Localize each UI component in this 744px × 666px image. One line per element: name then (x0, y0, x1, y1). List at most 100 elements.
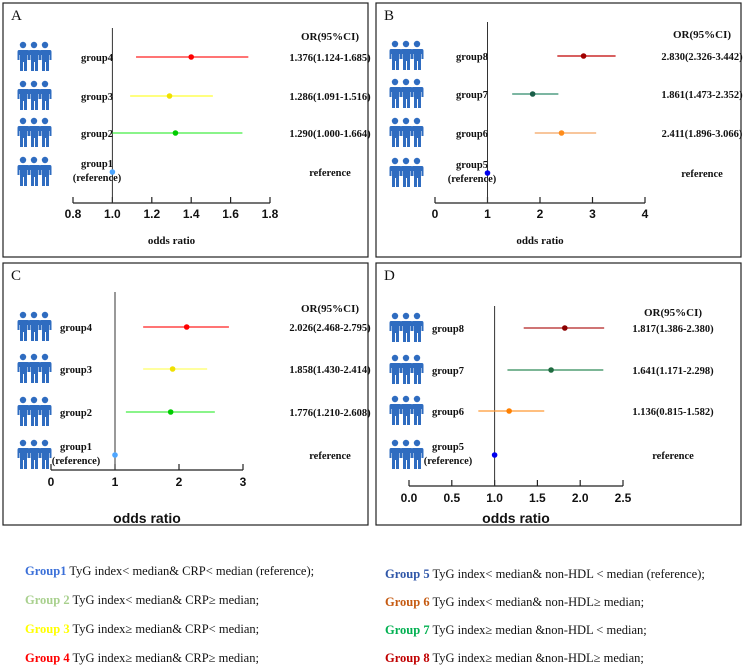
person-head (30, 156, 38, 164)
person-head (30, 80, 38, 88)
legend-item: Group1 TyG index< median& CRP< median (r… (25, 564, 314, 579)
person-body (17, 405, 30, 426)
x-axis-label: odds ratio (113, 510, 181, 526)
row-sublabel: (reference) (73, 173, 122, 184)
or-ci-value: 2.026(2.468-2.795) (289, 323, 371, 334)
people-group-icon (389, 40, 424, 70)
legend-text: TyG index< median& non-HDL≥ median; (429, 595, 645, 609)
legend-group: Group 6 (385, 595, 430, 609)
person-body (389, 87, 402, 108)
people-group-icon (17, 311, 52, 341)
people-group-icon (17, 439, 52, 469)
person-head (413, 117, 421, 125)
person-head (391, 354, 399, 362)
or-ci-value: 1.858(1.430-2.414) (289, 365, 371, 376)
row-label: group5 (432, 442, 464, 453)
person-body (39, 405, 52, 426)
person-head (30, 396, 38, 404)
person-body (28, 50, 41, 71)
legend-group: Group 7 (385, 623, 430, 637)
or-ci-value: 1.376(1.124-1.685) (289, 53, 371, 64)
person-body (28, 89, 41, 110)
x-tick-label: 1 (484, 207, 491, 221)
person-body (28, 165, 41, 186)
person-head (19, 353, 27, 361)
point-estimate (580, 53, 587, 59)
point-estimate (548, 367, 554, 373)
or-ci-value: 1.861(1.473-2.352) (661, 90, 743, 101)
person-body (400, 321, 413, 342)
person-head (30, 353, 38, 361)
people-group-icon (17, 80, 52, 110)
forest-panel-d: D OR(95%CI) 0.0 0.5 1.0 1.5 2.0 2.5 odds ratio gr… (375, 262, 742, 526)
row-label: group8 (456, 52, 488, 63)
people-group-icon (389, 395, 424, 425)
person-body (400, 448, 413, 469)
person-head (30, 439, 38, 447)
x-tick-label: 0.5 (443, 491, 460, 505)
person-body (28, 362, 41, 383)
person-head (19, 396, 27, 404)
or-ci-value: reference (309, 451, 351, 462)
person-head (413, 40, 421, 48)
person-head (402, 157, 410, 165)
person-body (411, 126, 424, 147)
person-head (391, 40, 399, 48)
or-ci-value: 1.817(1.386-2.380) (632, 324, 714, 335)
point-estimate (183, 324, 190, 330)
person-head (391, 395, 399, 403)
person-body (411, 363, 424, 384)
person-body (39, 362, 52, 383)
or-ci-header: OR(95%CI) (301, 303, 359, 315)
person-head (402, 78, 410, 86)
person-body (389, 448, 402, 469)
person-body (39, 320, 52, 341)
people-group-icon (17, 353, 52, 383)
legend-group: Group 8 (385, 651, 430, 665)
or-ci-value: reference (652, 451, 694, 462)
legend-item: Group 5 TyG index< median& non-HDL < med… (385, 567, 705, 582)
point-estimate (561, 325, 568, 331)
x-tick-label: 1.0 (486, 491, 503, 505)
person-head (413, 312, 421, 320)
point-estimate (188, 54, 194, 60)
person-head (30, 117, 38, 125)
person-body (17, 448, 30, 469)
point-estimate (109, 169, 116, 175)
person-body (17, 126, 30, 147)
x-tick-label: 1.0 (104, 207, 121, 221)
x-tick-label: 1.8 (262, 207, 279, 221)
x-tick-label: 4 (642, 207, 649, 221)
legend-text: TyG index≥ median& CRP< median; (69, 622, 260, 636)
legend-text: TyG index≥ median& CRP≥ median; (69, 651, 259, 665)
people-group-icon (389, 157, 424, 187)
row-label: group3 (60, 365, 92, 376)
person-head (41, 156, 49, 164)
person-head (413, 157, 421, 165)
row-label: group1 (81, 159, 113, 170)
person-body (400, 126, 413, 147)
person-body (39, 126, 52, 147)
panel-frame (2, 262, 369, 526)
point-estimate (484, 170, 491, 176)
person-body (28, 320, 41, 341)
person-head (402, 117, 410, 125)
forest-panel-b: B OR(95%CI) 0 1 2 3 4 odds ratio group8 2.830(2.3… (375, 2, 743, 258)
people-group-icon (389, 439, 424, 469)
person-body (17, 50, 30, 71)
point-estimate (558, 130, 565, 136)
person-head (19, 156, 27, 164)
person-head (391, 78, 399, 86)
person-body (389, 321, 402, 342)
x-tick-label: 1.4 (183, 207, 200, 221)
point-estimate (169, 366, 176, 372)
or-ci-header: OR(95%CI) (644, 307, 702, 319)
or-ci-value: reference (681, 169, 723, 180)
row-label: group4 (81, 53, 114, 64)
legend-group: Group 4 (25, 651, 70, 665)
point-estimate (172, 130, 179, 136)
legend-text: TyG index< median& CRP≥ median; (69, 593, 260, 607)
person-head (41, 353, 49, 361)
x-tick-label: 2 (537, 207, 544, 221)
